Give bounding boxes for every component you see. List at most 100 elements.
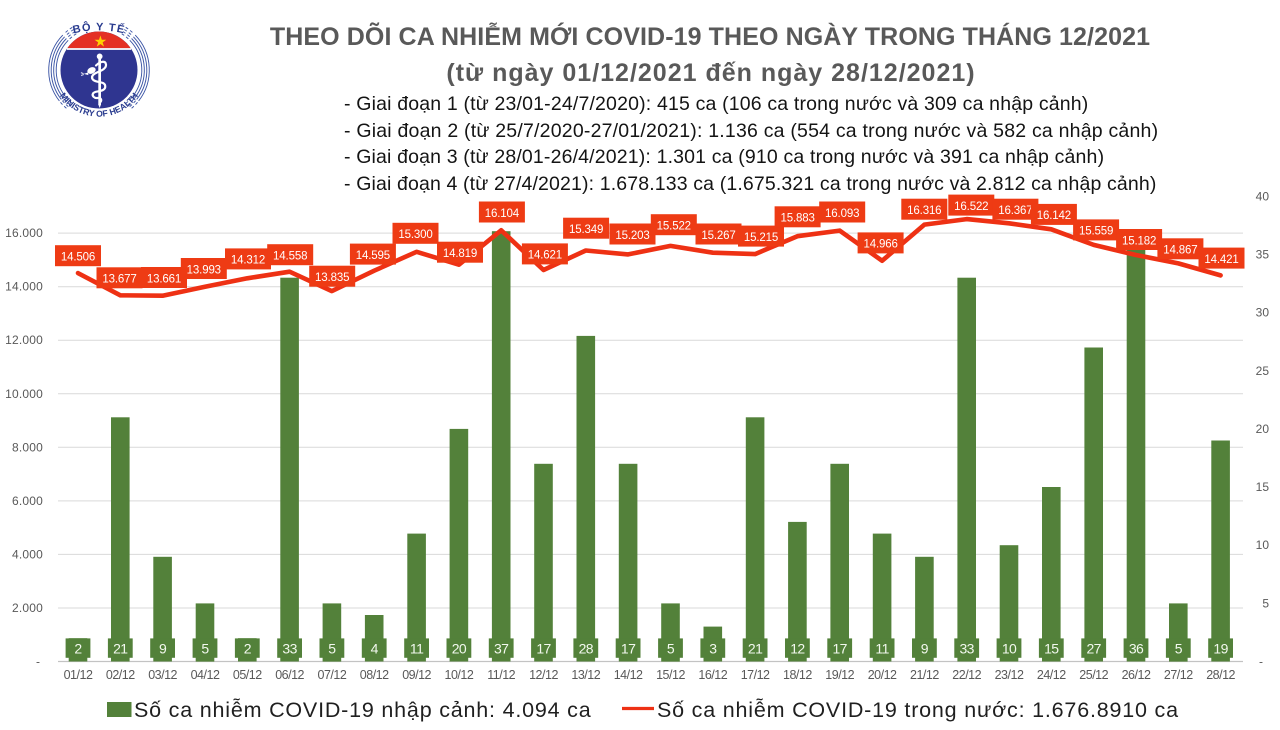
svg-text:27: 27 <box>1087 641 1102 657</box>
svg-text:27/12: 27/12 <box>1164 668 1193 682</box>
svg-text:20: 20 <box>452 641 467 657</box>
svg-text:12.000: 12.000 <box>5 333 43 347</box>
svg-text:3: 3 <box>709 641 717 657</box>
svg-text:5: 5 <box>1262 596 1269 610</box>
svg-text:05/12: 05/12 <box>233 668 262 682</box>
svg-text:15: 15 <box>1256 480 1270 494</box>
svg-text:21: 21 <box>113 641 128 657</box>
svg-text:9: 9 <box>159 641 167 657</box>
svg-text:-: - <box>1259 655 1263 669</box>
svg-text:14.312: 14.312 <box>231 255 265 267</box>
svg-text:4.000: 4.000 <box>12 547 43 561</box>
svg-text:4: 4 <box>371 641 379 657</box>
svg-text:10/12: 10/12 <box>445 668 474 682</box>
svg-text:36: 36 <box>1129 641 1144 657</box>
svg-text:16.316: 16.316 <box>907 205 941 217</box>
svg-text:15.215: 15.215 <box>744 232 778 244</box>
svg-text:09/12: 09/12 <box>402 668 431 682</box>
svg-text:01/12: 01/12 <box>64 668 93 682</box>
svg-text:14.000: 14.000 <box>5 280 43 294</box>
svg-text:BỘ Y TẾ: BỘ Y TẾ <box>72 21 127 37</box>
svg-text:21: 21 <box>748 641 763 657</box>
svg-text:-: - <box>36 655 40 669</box>
svg-text:16.522: 16.522 <box>954 201 988 213</box>
svg-text:30: 30 <box>1256 306 1270 320</box>
svg-text:17: 17 <box>833 641 848 657</box>
svg-text:20: 20 <box>1256 422 1270 436</box>
svg-text:6.000: 6.000 <box>12 494 43 508</box>
svg-text:15: 15 <box>1044 641 1059 657</box>
svg-text:17: 17 <box>536 641 551 657</box>
svg-text:15.267: 15.267 <box>701 230 735 242</box>
svg-text:14.621: 14.621 <box>528 250 562 262</box>
svg-text:10: 10 <box>1002 641 1017 657</box>
svg-text:14.966: 14.966 <box>863 239 897 251</box>
svg-text:16.104: 16.104 <box>485 208 520 220</box>
svg-text:13.835: 13.835 <box>315 272 349 284</box>
svg-text:10.000: 10.000 <box>5 387 43 401</box>
svg-text:14/12: 14/12 <box>614 668 643 682</box>
svg-text:15.349: 15.349 <box>569 224 603 236</box>
svg-text:16.367: 16.367 <box>998 205 1032 217</box>
svg-text:5: 5 <box>201 641 209 657</box>
svg-text:15.522: 15.522 <box>657 221 691 233</box>
svg-text:13.677: 13.677 <box>102 274 136 286</box>
svg-text:10: 10 <box>1256 538 1270 552</box>
svg-text:9: 9 <box>921 641 929 657</box>
svg-text:15.182: 15.182 <box>1122 235 1156 247</box>
svg-text:13.993: 13.993 <box>187 264 221 276</box>
svg-text:22/12: 22/12 <box>952 668 981 682</box>
svg-text:15.300: 15.300 <box>398 229 432 241</box>
svg-text:37: 37 <box>494 641 509 657</box>
svg-text:19: 19 <box>1213 641 1228 657</box>
svg-text:03/12: 03/12 <box>148 668 177 682</box>
svg-text:5: 5 <box>667 641 675 657</box>
svg-text:08/12: 08/12 <box>360 668 389 682</box>
svg-text:14.819: 14.819 <box>443 248 477 260</box>
svg-text:24/12: 24/12 <box>1037 668 1066 682</box>
svg-text:16.000: 16.000 <box>5 226 43 240</box>
svg-text:14.867: 14.867 <box>1163 245 1197 257</box>
svg-text:8.000: 8.000 <box>12 440 43 454</box>
svg-text:20/12: 20/12 <box>868 668 897 682</box>
svg-text:Số ca nhiễm COVID-19 nhập cảnh: Số ca nhiễm COVID-19 nhập cảnh: 4.094 ca <box>134 697 591 722</box>
svg-text:26/12: 26/12 <box>1122 668 1151 682</box>
svg-text:19/12: 19/12 <box>825 668 854 682</box>
svg-text:12/12: 12/12 <box>529 668 558 682</box>
svg-text:11/12: 11/12 <box>487 668 515 682</box>
svg-text:14.558: 14.558 <box>273 251 307 263</box>
svg-text:35: 35 <box>1256 247 1270 261</box>
svg-text:15/12: 15/12 <box>656 668 685 682</box>
svg-text:28: 28 <box>579 641 594 657</box>
svg-text:2.000: 2.000 <box>12 601 43 615</box>
svg-text:16/12: 16/12 <box>698 668 727 682</box>
svg-text:16.142: 16.142 <box>1037 210 1071 222</box>
svg-text:15.559: 15.559 <box>1079 226 1113 238</box>
svg-text:28/12: 28/12 <box>1206 668 1235 682</box>
svg-text:12: 12 <box>790 641 805 657</box>
svg-text:33: 33 <box>282 641 297 657</box>
svg-text:18/12: 18/12 <box>783 668 812 682</box>
svg-text:14.506: 14.506 <box>61 252 95 264</box>
svg-text:40: 40 <box>1256 189 1270 203</box>
svg-text:2: 2 <box>74 641 82 657</box>
svg-text:04/12: 04/12 <box>191 668 220 682</box>
svg-text:25/12: 25/12 <box>1079 668 1108 682</box>
svg-text:16.093: 16.093 <box>825 208 859 220</box>
svg-text:06/12: 06/12 <box>275 668 304 682</box>
svg-text:13/12: 13/12 <box>571 668 600 682</box>
svg-text:13.661: 13.661 <box>147 273 181 285</box>
svg-text:15.203: 15.203 <box>615 230 649 242</box>
svg-text:11: 11 <box>410 641 424 657</box>
svg-text:21/12: 21/12 <box>910 668 939 682</box>
svg-text:2: 2 <box>244 641 252 657</box>
svg-text:14.595: 14.595 <box>356 250 390 262</box>
svg-text:5: 5 <box>328 641 336 657</box>
svg-text:11: 11 <box>875 641 889 657</box>
svg-text:5: 5 <box>1175 641 1183 657</box>
svg-text:15.883: 15.883 <box>780 213 814 225</box>
svg-text:17/12: 17/12 <box>741 668 770 682</box>
svg-text:25: 25 <box>1256 364 1270 378</box>
svg-text:07/12: 07/12 <box>318 668 347 682</box>
svg-text:14.421: 14.421 <box>1204 254 1238 266</box>
